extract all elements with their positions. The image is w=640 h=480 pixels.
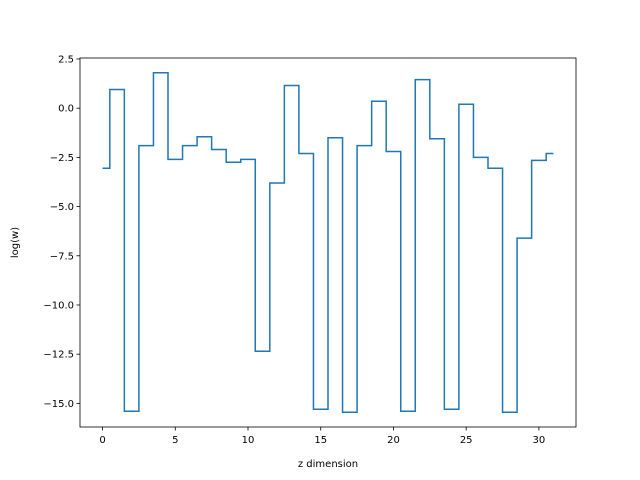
x-tick-label: 10 [242, 435, 255, 446]
y-tick-label: −10.0 [43, 300, 74, 311]
x-tick-label: 20 [387, 435, 400, 446]
y-tick-label: 2.5 [58, 54, 74, 65]
series-line [102, 72, 554, 413]
y-tick-label: −7.5 [50, 251, 74, 262]
x-axis-label: z dimension [298, 459, 358, 470]
y-tick-label: −15.0 [43, 399, 74, 410]
y-tick-label: −5.0 [50, 202, 74, 213]
y-tick-label: 0.0 [58, 104, 74, 115]
x-tick-label: 15 [314, 435, 327, 446]
y-axis-label: log(w) [10, 227, 21, 258]
x-tick-label: 5 [172, 435, 178, 446]
x-tick-label: 0 [99, 435, 105, 446]
y-tick-label: −2.5 [50, 153, 74, 164]
plot-frame [79, 57, 577, 428]
axis-ticks: 0 5 10 15 20 25 30 2.5 0.0 −2.5 −5.0 −7.5 −10.0 −12.5… [43, 54, 545, 446]
y-tick-label: −12.5 [43, 350, 74, 361]
x-tick-label: 25 [460, 435, 473, 446]
x-tick-label: 30 [533, 435, 546, 446]
